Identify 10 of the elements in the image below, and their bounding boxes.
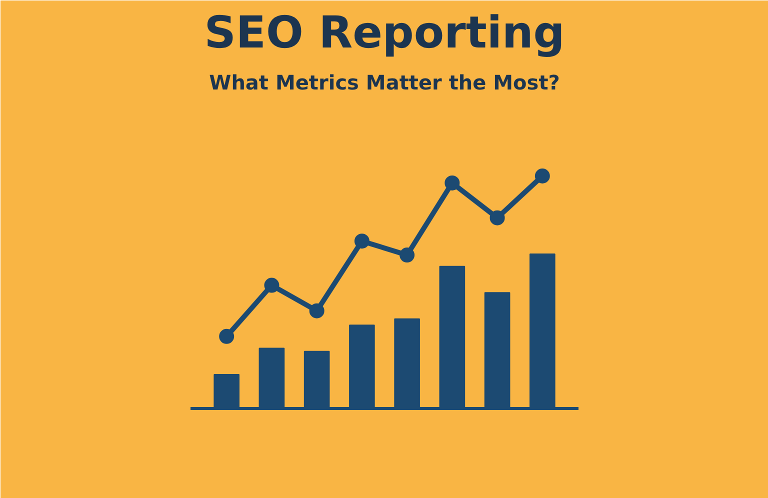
point xyxy=(264,278,280,293)
point xyxy=(354,234,370,249)
point xyxy=(490,210,505,226)
point xyxy=(400,248,415,263)
point xyxy=(444,175,460,190)
point xyxy=(309,303,324,318)
chart-title: SEO Reporting xyxy=(204,8,565,58)
chart-subtitle: What Metrics Matter the Most? xyxy=(209,70,560,94)
point xyxy=(219,328,234,344)
point xyxy=(534,168,550,184)
